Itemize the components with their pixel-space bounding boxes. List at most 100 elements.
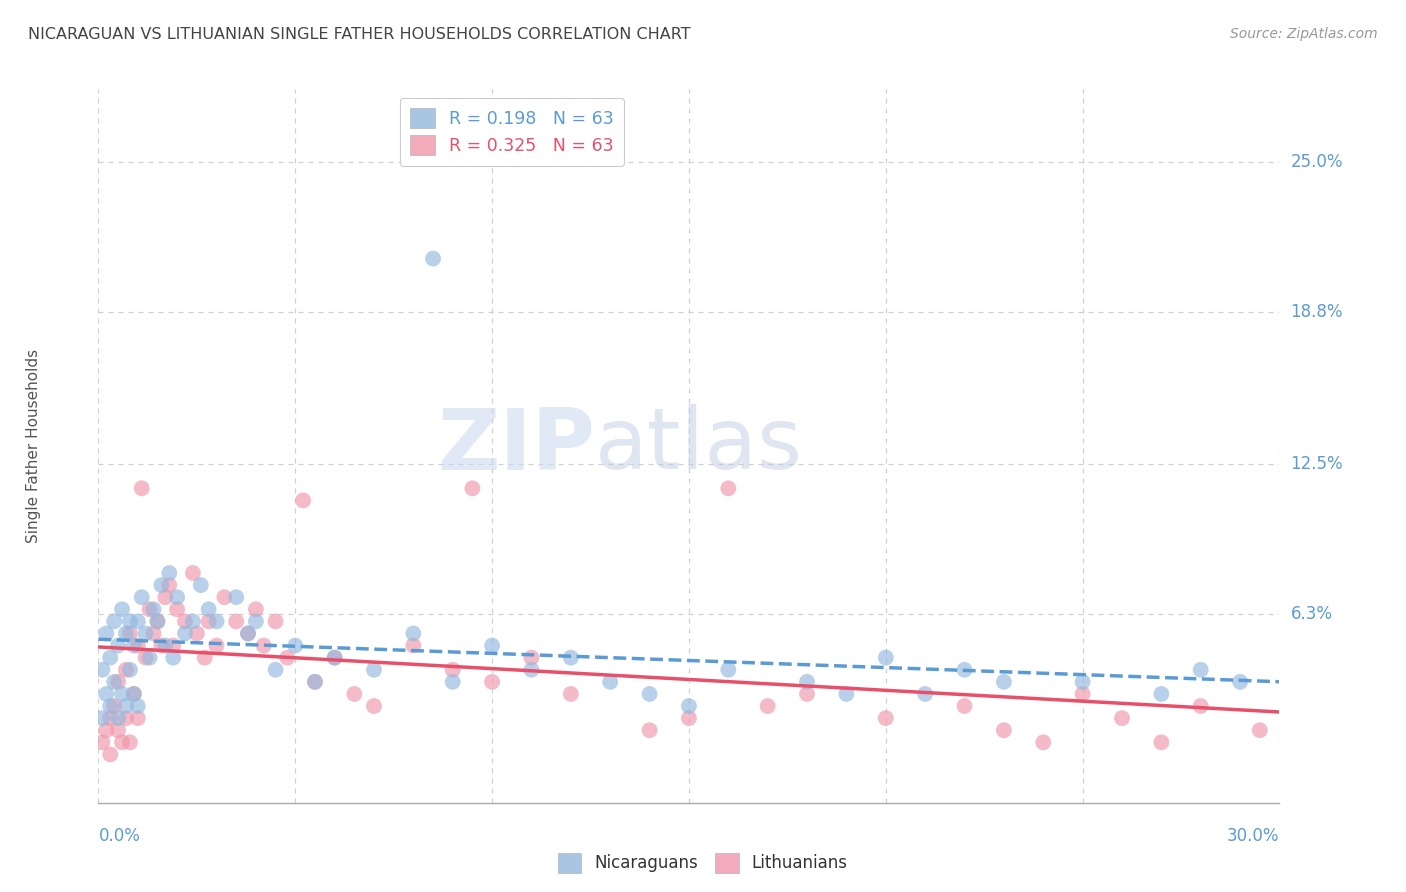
Point bbox=[91, 735, 114, 749]
Point bbox=[142, 602, 165, 616]
Point bbox=[122, 687, 145, 701]
Point bbox=[678, 699, 700, 714]
Point bbox=[756, 699, 779, 714]
Point bbox=[1150, 735, 1173, 749]
Point bbox=[186, 626, 208, 640]
Point bbox=[993, 674, 1015, 689]
Point bbox=[107, 711, 129, 725]
Point bbox=[138, 650, 160, 665]
Point bbox=[953, 663, 976, 677]
Point bbox=[115, 699, 138, 714]
Text: 25.0%: 25.0% bbox=[1291, 153, 1343, 170]
Point bbox=[174, 615, 197, 629]
Point bbox=[1032, 735, 1054, 749]
Point bbox=[481, 639, 503, 653]
Point bbox=[157, 578, 180, 592]
Point bbox=[96, 723, 118, 738]
Point bbox=[875, 650, 897, 665]
Point bbox=[323, 650, 346, 665]
Point bbox=[402, 639, 425, 653]
Point bbox=[402, 626, 425, 640]
Point bbox=[520, 650, 543, 665]
Point bbox=[638, 687, 661, 701]
Point bbox=[103, 615, 125, 629]
Point bbox=[127, 615, 149, 629]
Point bbox=[155, 639, 177, 653]
Point bbox=[205, 615, 228, 629]
Point bbox=[678, 711, 700, 725]
Point bbox=[162, 650, 184, 665]
Point bbox=[131, 481, 153, 495]
Point bbox=[264, 663, 287, 677]
Point bbox=[107, 674, 129, 689]
Point bbox=[225, 615, 247, 629]
Point bbox=[343, 687, 366, 701]
Point bbox=[115, 663, 138, 677]
Point bbox=[914, 687, 936, 701]
Point bbox=[1229, 674, 1251, 689]
Point bbox=[118, 735, 141, 749]
Point bbox=[127, 699, 149, 714]
Point bbox=[91, 663, 114, 677]
Point bbox=[638, 723, 661, 738]
Point bbox=[953, 699, 976, 714]
Point bbox=[560, 650, 582, 665]
Point bbox=[441, 663, 464, 677]
Point bbox=[118, 626, 141, 640]
Point bbox=[1249, 723, 1271, 738]
Point bbox=[245, 615, 267, 629]
Point bbox=[150, 639, 173, 653]
Point bbox=[96, 626, 118, 640]
Point bbox=[146, 615, 169, 629]
Point bbox=[146, 615, 169, 629]
Point bbox=[214, 590, 236, 604]
Point bbox=[131, 590, 153, 604]
Point bbox=[118, 663, 141, 677]
Point bbox=[236, 626, 259, 640]
Point bbox=[111, 735, 134, 749]
Point bbox=[107, 639, 129, 653]
Point bbox=[190, 578, 212, 592]
Point bbox=[236, 626, 259, 640]
Point bbox=[1071, 687, 1094, 701]
Point bbox=[993, 723, 1015, 738]
Point bbox=[162, 639, 184, 653]
Point bbox=[103, 674, 125, 689]
Text: 12.5%: 12.5% bbox=[1291, 455, 1343, 473]
Point bbox=[796, 687, 818, 701]
Point bbox=[96, 687, 118, 701]
Point bbox=[304, 674, 326, 689]
Point bbox=[127, 711, 149, 725]
Point bbox=[520, 663, 543, 677]
Point bbox=[461, 481, 484, 495]
Point bbox=[245, 602, 267, 616]
Text: 30.0%: 30.0% bbox=[1227, 827, 1279, 845]
Point bbox=[166, 602, 188, 616]
Text: 0.0%: 0.0% bbox=[98, 827, 141, 845]
Point bbox=[1111, 711, 1133, 725]
Text: Source: ZipAtlas.com: Source: ZipAtlas.com bbox=[1230, 27, 1378, 41]
Point bbox=[835, 687, 858, 701]
Point bbox=[181, 615, 204, 629]
Point bbox=[323, 650, 346, 665]
Text: 6.3%: 6.3% bbox=[1291, 605, 1333, 624]
Point bbox=[422, 252, 444, 266]
Point bbox=[115, 626, 138, 640]
Point bbox=[111, 602, 134, 616]
Point bbox=[796, 674, 818, 689]
Point bbox=[118, 615, 141, 629]
Point bbox=[264, 615, 287, 629]
Point bbox=[166, 590, 188, 604]
Point bbox=[304, 674, 326, 689]
Point bbox=[111, 687, 134, 701]
Text: Single Father Households: Single Father Households bbox=[25, 349, 41, 543]
Point bbox=[91, 711, 114, 725]
Point bbox=[1189, 699, 1212, 714]
Point bbox=[1071, 674, 1094, 689]
Point bbox=[717, 663, 740, 677]
Point bbox=[98, 747, 121, 762]
Point bbox=[481, 674, 503, 689]
Point bbox=[181, 566, 204, 580]
Point bbox=[150, 578, 173, 592]
Point bbox=[284, 639, 307, 653]
